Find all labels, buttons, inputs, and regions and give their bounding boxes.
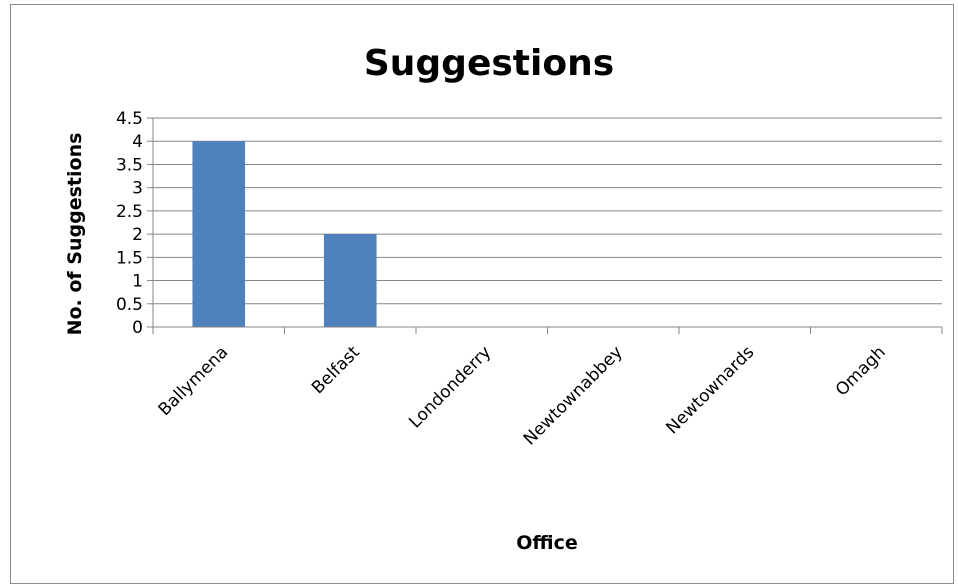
x-category-label-omagh: Omagh [832, 342, 890, 400]
chart-title: Suggestions [364, 43, 614, 84]
y-tick-label-9: 4.5 [116, 109, 143, 129]
y-tick-label-2: 1 [132, 272, 143, 292]
y-tick-label-4: 2 [132, 225, 143, 245]
x-category-label-ballymena: Ballymena [155, 342, 233, 420]
y-tick-label-5: 2.5 [116, 202, 143, 222]
y-tick-label-3: 1.5 [116, 248, 143, 268]
axes [147, 117, 943, 334]
x-category-label-newtownabbey: Newtownabbey [520, 342, 627, 449]
x-category-label-londonderry: Londonderry [405, 342, 495, 432]
y-tick-label-6: 3 [132, 179, 143, 199]
gridlines [153, 117, 942, 305]
bars [192, 141, 377, 327]
y-tick-label-7: 3.5 [116, 155, 143, 175]
y-tick-label-8: 4 [132, 132, 143, 152]
y-tick-label-1: 0.5 [116, 295, 143, 315]
x-category-label-newtownards: Newtownards [662, 342, 758, 438]
y-tick-labels: 0 0.5 1 1.5 2 2.5 3 3.5 4 4.5 [116, 109, 143, 338]
bar-ballymena [192, 141, 246, 327]
x-category-labels: Ballymena Belfast Londonderry Newtownabbey N… [155, 342, 890, 449]
x-category-label-belfast: Belfast [308, 342, 364, 398]
y-tick-label-0: 0 [132, 318, 143, 338]
chart-frame: Suggestions 0 0.5 1 1.5 2 2.5 3 3.5 4 4.5 Ballyme… [10, 4, 954, 584]
y-axis-title: No. of Suggestions [64, 133, 86, 336]
bar-chart: Suggestions 0 0.5 1 1.5 2 2.5 3 3.5 4 4.5 Ballyme… [64, 43, 943, 554]
x-axis-title: Office [516, 532, 578, 554]
bar-belfast [323, 234, 377, 327]
